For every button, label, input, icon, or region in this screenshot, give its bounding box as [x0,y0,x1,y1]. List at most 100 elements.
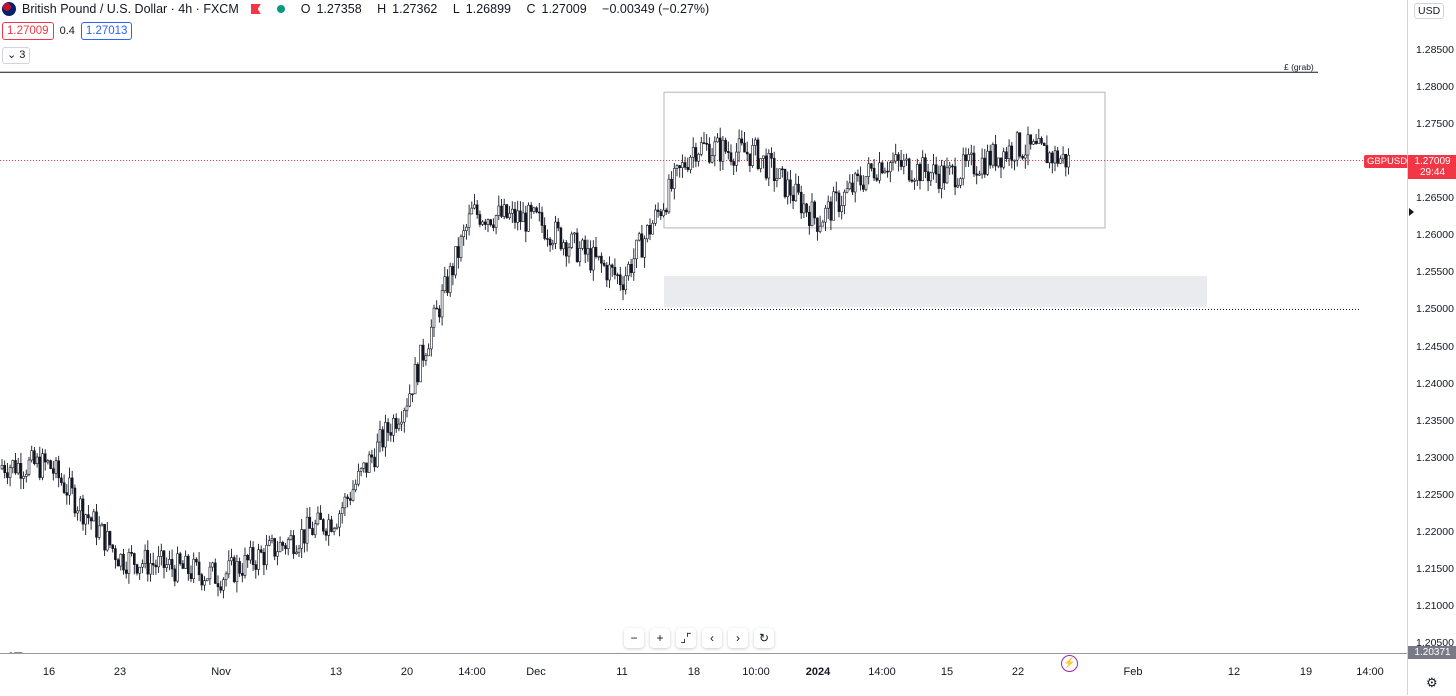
candle-body [187,555,190,574]
candle-body [1018,132,1022,157]
flag-marker-icon[interactable] [250,4,261,14]
candle-body [421,344,425,361]
candle-body [570,233,574,248]
reset-scale-button[interactable]: ⌟⌜ [676,628,696,648]
chart-pane[interactable]: British Pound / U.S. Dollar · 4h · FXCM … [0,0,1407,653]
settings-gear-icon[interactable]: ⚙ [1426,675,1438,690]
candle-body [311,528,314,536]
candle-body [1032,141,1035,145]
candle-body [694,147,698,162]
candle-body [537,211,541,214]
candle-body [238,561,241,574]
candle-body [440,290,444,318]
buy-button[interactable]: 1.27013 [80,22,133,40]
price-tick-label: 1.28500 [1416,44,1454,56]
candle-body [143,550,147,564]
candle-body [853,173,857,193]
candle-body [106,531,109,551]
candle-body [586,248,590,255]
candle-body [184,555,187,569]
price-tick-label: 1.26500 [1416,192,1454,205]
candle-body [230,557,233,562]
zoom-out-button[interactable]: − [624,628,644,648]
candle-body [211,562,214,568]
candle-body [783,168,787,198]
candle-body [740,138,744,144]
scroll-right-button[interactable]: › [728,628,748,648]
candle-body [602,262,606,266]
candle-body [203,580,206,586]
candle-body [224,573,228,580]
time-axis[interactable]: 16 23 Nov 13 20 14:00 Dec 11 18 10:00 2024 14:00 15 2… [0,653,1407,696]
time-tick-label: 20 [400,666,414,678]
reset-chart-button[interactable]: ↻ [754,628,774,648]
candle-body [497,205,501,216]
candle-body [554,221,557,244]
candle-body [243,555,247,576]
time-tick-label: 15 [940,666,954,678]
candle-body [446,276,449,293]
candle-body [500,205,503,217]
flag-icon [2,2,16,16]
candle-body [308,516,312,529]
candle-body [837,192,841,212]
candle-body [51,468,55,474]
currency-button[interactable]: USD [1414,3,1445,19]
candle-body [205,578,209,581]
candle-body [921,157,925,182]
candle-body [389,432,393,436]
candle-body [556,221,560,229]
candle-body [591,246,595,271]
candle-body [721,139,725,162]
candle-body [346,496,349,499]
candle-body [462,230,466,238]
candle-body [802,203,806,214]
candle-body [535,207,538,213]
candle-body [1067,154,1070,168]
candle-body [359,467,363,472]
price-axis[interactable]: USD 1.285001.280001.275001.270001.265001… [1407,0,1456,695]
candle-body [505,204,509,218]
time-tick-label: 14:00 [1356,666,1384,678]
chart-svg[interactable] [0,0,1407,653]
candle-body [1045,145,1049,164]
candle-body [770,153,773,159]
candle-body [824,207,827,223]
candle-body [0,465,4,470]
chart-navigation: − + ⌟⌜ ‹ › ↻ [624,628,774,648]
candle-body [708,143,711,163]
scroll-left-button[interactable]: ‹ [702,628,722,648]
candle-body [851,182,854,193]
candle-body [621,284,625,291]
symbol-title[interactable]: British Pound / U.S. Dollar · 4h · FXCM [22,2,239,16]
candle-body [991,144,995,166]
candle-body [354,483,358,491]
sell-button[interactable]: 1.27009 [2,22,54,40]
candle-body [316,512,320,525]
lightning-icon[interactable]: ⚡ [1061,655,1078,672]
candle-body [924,157,927,172]
candle-body [751,145,754,166]
zoom-in-button[interactable]: + [650,628,670,648]
candle-body [216,583,220,588]
candle-body [953,166,957,188]
candle-body [448,266,452,293]
time-tick-label: Feb [1123,666,1143,678]
candle-body [897,154,900,161]
candle-body [724,139,727,152]
candle-body [3,465,7,473]
candle-body [635,239,638,260]
price-tick-label: 1.23500 [1416,414,1454,427]
candle-body [294,551,298,554]
candle-body [373,456,376,468]
price-tick-label: 1.22000 [1416,525,1454,538]
candle-body [427,348,430,357]
candle-body [654,209,657,224]
candle-body [467,213,471,228]
symbol-price-tag: GBPUSD [1364,154,1407,168]
grab-line-label[interactable]: £ (grab) [1284,62,1314,72]
candle-body [940,165,943,189]
indicators-toggle[interactable]: ⌄ 3 [2,47,31,64]
candle-body [672,168,676,189]
price-tick-label: 1.27500 [1416,118,1454,131]
